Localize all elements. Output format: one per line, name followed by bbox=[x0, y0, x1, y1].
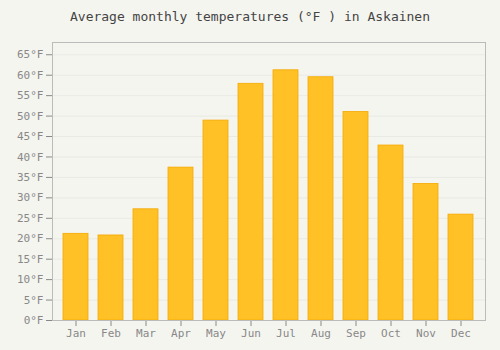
svg-text:Jan: Jan bbox=[66, 327, 86, 340]
html-text:Average monthly temperatures (: Average monthly temperatures (°F ) in As… bbox=[70, 9, 430, 24]
svg-text:Feb: Feb bbox=[101, 327, 121, 340]
svg-text:60°F: 60°F bbox=[17, 69, 44, 82]
svg-text:Oct: Oct bbox=[381, 327, 401, 340]
svg-text:Nov: Nov bbox=[416, 327, 436, 340]
svg-text:30°F: 30°F bbox=[17, 191, 44, 204]
svg-text:20°F: 20°F bbox=[17, 232, 44, 245]
svg-text:40°F: 40°F bbox=[17, 150, 44, 163]
svg-text:10°F: 10°F bbox=[17, 273, 44, 286]
svg-text:35°F: 35°F bbox=[17, 171, 44, 184]
svg-text:Dec: Dec bbox=[451, 327, 471, 340]
svg-text:50°F: 50°F bbox=[17, 110, 44, 123]
svg-text:Jun: Jun bbox=[241, 327, 261, 340]
svg-text:25°F: 25°F bbox=[17, 212, 44, 225]
svg-text:Mar: Mar bbox=[136, 327, 156, 340]
svg-text:Sep: Sep bbox=[346, 327, 366, 340]
svg-text:55°F: 55°F bbox=[17, 89, 44, 102]
svg-text:15°F: 15°F bbox=[17, 253, 44, 266]
svg-text:May: May bbox=[206, 327, 226, 340]
svg-text:5°F: 5°F bbox=[24, 294, 44, 307]
svg-text:0°F: 0°F bbox=[24, 314, 44, 327]
svg-text:Jul: Jul bbox=[276, 327, 296, 340]
svg-text:Apr: Apr bbox=[171, 327, 191, 340]
svg-text:45°F: 45°F bbox=[17, 130, 44, 143]
svg-text:Aug: Aug bbox=[311, 327, 331, 340]
svg-text:65°F: 65°F bbox=[17, 48, 44, 61]
